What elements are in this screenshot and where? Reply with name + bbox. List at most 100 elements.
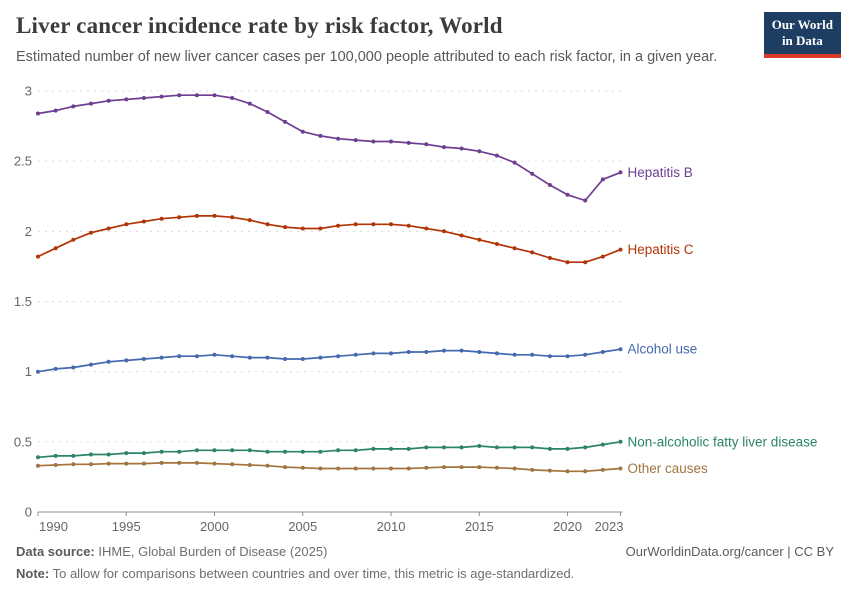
data-point-non-alcoholic-fatty-liver-disease bbox=[283, 449, 288, 454]
data-point-other-causes bbox=[89, 462, 93, 467]
x-tick-label: 2005 bbox=[288, 519, 317, 534]
data-point-hepatitis-c bbox=[600, 254, 605, 259]
data-point-other-causes bbox=[53, 463, 58, 467]
data-point-alcohol-use bbox=[159, 355, 164, 360]
data-point-hepatitis-c bbox=[442, 229, 446, 234]
data-point-other-causes bbox=[247, 463, 252, 467]
data-point-hepatitis-b bbox=[141, 96, 146, 100]
data-point-hepatitis-b bbox=[494, 153, 499, 158]
data-point-alcohol-use bbox=[618, 347, 623, 352]
data-point-hepatitis-c bbox=[583, 260, 588, 265]
y-tick-label: 0.5 bbox=[14, 434, 32, 449]
data-point-hepatitis-b bbox=[353, 138, 358, 143]
data-point-non-alcoholic-fatty-liver-disease bbox=[336, 448, 341, 453]
data-point-alcohol-use bbox=[177, 354, 182, 359]
data-point-non-alcoholic-fatty-liver-disease bbox=[230, 448, 235, 453]
data-point-hepatitis-c bbox=[124, 222, 129, 227]
y-tick-label: 3 bbox=[25, 84, 32, 99]
data-point-other-causes bbox=[159, 460, 164, 465]
series-line-non-alcoholic-fatty-liver-disease bbox=[37, 440, 622, 459]
data-point-hepatitis-c bbox=[71, 237, 76, 242]
x-tick-label: 2010 bbox=[377, 519, 406, 534]
data-point-alcohol-use bbox=[318, 355, 323, 360]
data-point-hepatitis-b bbox=[600, 177, 605, 182]
data-point-non-alcoholic-fatty-liver-disease bbox=[194, 448, 199, 453]
data-point-other-causes bbox=[230, 462, 235, 467]
data-point-alcohol-use bbox=[424, 350, 429, 354]
data-point-alcohol-use bbox=[36, 369, 40, 374]
data-point-alcohol-use bbox=[512, 352, 517, 357]
footer-link[interactable]: OurWorldinData.org/cancer | CC BY bbox=[625, 544, 834, 559]
data-point-non-alcoholic-fatty-liver-disease bbox=[389, 446, 393, 451]
data-point-non-alcoholic-fatty-liver-disease bbox=[530, 445, 535, 450]
data-point-alcohol-use bbox=[106, 359, 111, 364]
data-point-hepatitis-c bbox=[494, 242, 499, 246]
data-point-hepatitis-b bbox=[53, 108, 58, 113]
owid-logo: Our World in Data bbox=[763, 12, 841, 58]
data-point-non-alcoholic-fatty-liver-disease bbox=[477, 444, 482, 448]
data-point-hepatitis-b bbox=[71, 104, 76, 109]
data-point-hepatitis-b bbox=[583, 198, 588, 203]
data-point-alcohol-use bbox=[565, 354, 570, 359]
data-point-alcohol-use bbox=[583, 352, 588, 357]
data-point-hepatitis-c bbox=[89, 230, 93, 235]
data-point-alcohol-use bbox=[389, 351, 393, 356]
chart-title: Liver cancer incidence rate by risk fact… bbox=[16, 13, 503, 38]
footer-left: Data source: IHME, Global Burden of Dise… bbox=[16, 544, 574, 588]
data-point-hepatitis-c bbox=[336, 223, 341, 228]
data-point-alcohol-use bbox=[406, 350, 411, 354]
logo-line-2: in Data bbox=[781, 33, 823, 49]
data-point-alcohol-use bbox=[459, 348, 464, 353]
data-point-other-causes bbox=[442, 465, 446, 470]
data-point-non-alcoholic-fatty-liver-disease bbox=[300, 449, 305, 454]
data-point-hepatitis-c bbox=[424, 226, 429, 231]
data-point-hepatitis-c bbox=[230, 215, 235, 220]
data-point-hepatitis-c bbox=[371, 222, 376, 227]
series-label-alcohol-use: Alcohol use bbox=[628, 342, 698, 357]
data-point-other-causes bbox=[512, 466, 517, 471]
data-point-hepatitis-c bbox=[389, 222, 393, 227]
data-point-other-causes bbox=[212, 461, 217, 466]
data-point-hepatitis-c bbox=[36, 254, 40, 259]
data-point-non-alcoholic-fatty-liver-disease bbox=[442, 445, 446, 450]
data-point-hepatitis-b bbox=[406, 140, 411, 145]
data-point-alcohol-use bbox=[494, 351, 499, 356]
data-point-other-causes bbox=[177, 460, 182, 465]
data-point-alcohol-use bbox=[230, 354, 235, 359]
data-point-non-alcoholic-fatty-liver-disease bbox=[159, 449, 164, 454]
y-tick-label: 2.5 bbox=[14, 154, 32, 169]
data-point-alcohol-use bbox=[336, 354, 341, 359]
data-point-alcohol-use bbox=[53, 366, 58, 371]
data-point-hepatitis-b bbox=[124, 97, 129, 102]
data-point-hepatitis-b bbox=[283, 119, 288, 124]
logo-line-1: Our World bbox=[771, 17, 833, 32]
data-point-hepatitis-b bbox=[247, 101, 252, 106]
series-label-other-causes: Other causes bbox=[628, 461, 709, 476]
data-point-non-alcoholic-fatty-liver-disease bbox=[424, 445, 429, 450]
y-tick-label: 1.5 bbox=[14, 294, 32, 309]
data-point-non-alcoholic-fatty-liver-disease bbox=[318, 449, 323, 454]
data-point-hepatitis-c bbox=[141, 219, 146, 224]
data-point-non-alcoholic-fatty-liver-disease bbox=[406, 446, 411, 451]
data-point-alcohol-use bbox=[283, 357, 288, 361]
data-point-hepatitis-c bbox=[159, 216, 164, 221]
y-tick-label: 0 bbox=[25, 505, 32, 520]
data-point-hepatitis-b bbox=[300, 129, 305, 134]
data-point-alcohol-use bbox=[124, 358, 129, 363]
data-point-non-alcoholic-fatty-liver-disease bbox=[371, 446, 376, 451]
x-tick-label: 2000 bbox=[200, 519, 229, 534]
data-point-hepatitis-c bbox=[353, 222, 358, 227]
data-point-other-causes bbox=[530, 467, 535, 472]
data-point-hepatitis-b bbox=[265, 110, 270, 114]
data-point-alcohol-use bbox=[353, 352, 358, 357]
data-source-label: Data source: bbox=[16, 544, 95, 559]
data-point-other-causes bbox=[424, 465, 429, 470]
data-point-hepatitis-b bbox=[547, 183, 552, 187]
data-point-other-causes bbox=[71, 462, 76, 467]
data-point-hepatitis-b bbox=[459, 146, 464, 151]
data-point-hepatitis-b bbox=[36, 111, 40, 116]
data-point-alcohol-use bbox=[212, 352, 217, 357]
data-point-other-causes bbox=[300, 465, 305, 470]
data-source-value: IHME, Global Burden of Disease (2025) bbox=[98, 544, 328, 559]
